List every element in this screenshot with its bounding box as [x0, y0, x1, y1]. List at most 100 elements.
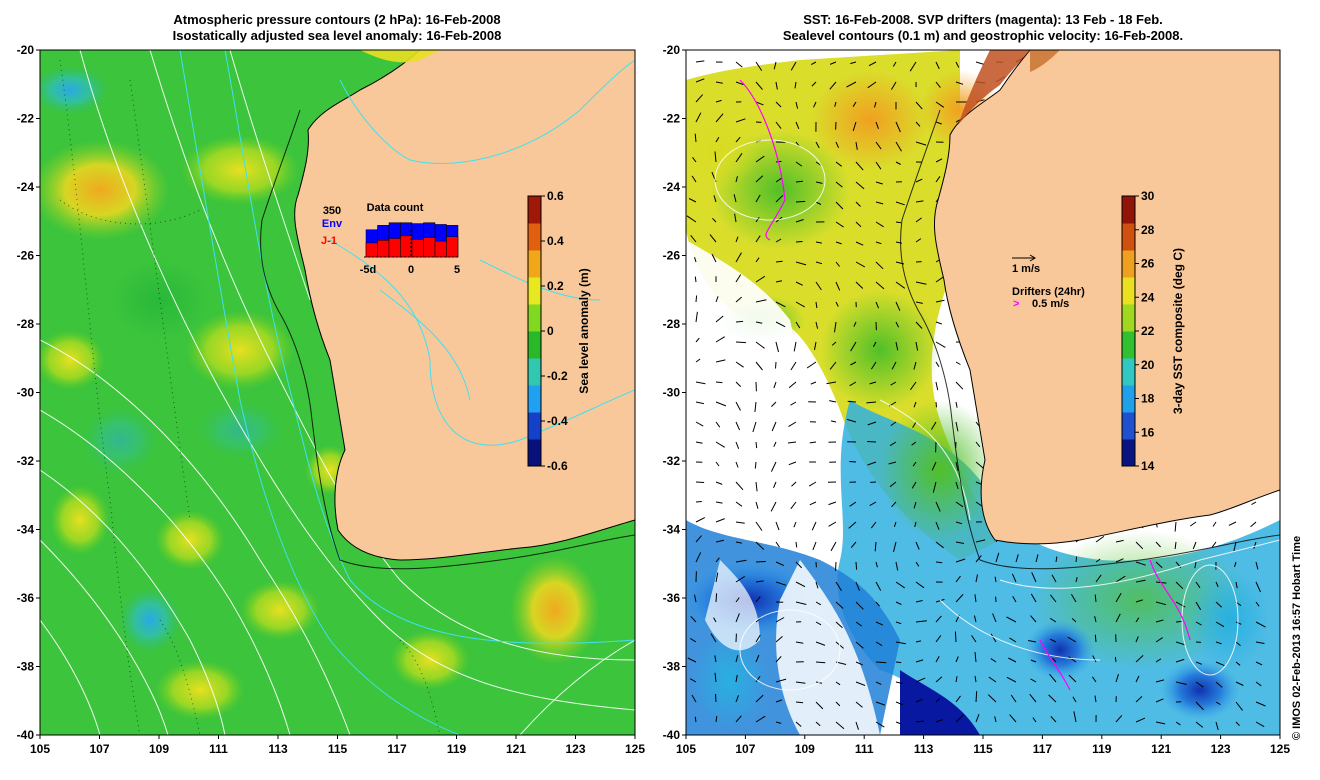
velocity-arrow [735, 296, 742, 303]
velocity-arrow [975, 714, 980, 723]
velocity-arrow [795, 321, 801, 329]
velocity-arrow [835, 601, 844, 609]
right-colorbar-tick-label: 18 [1141, 392, 1155, 406]
velocity-arrow [826, 381, 837, 385]
velocity-arrow [808, 481, 817, 487]
velocity-arrow [1211, 541, 1217, 548]
right-land [933, 50, 1280, 545]
velocity-arrow [795, 641, 804, 644]
velocity-arrow [735, 401, 741, 411]
velocity-arrow [855, 681, 866, 686]
velocity-arrow [1075, 556, 1078, 563]
velocity-arrow [793, 521, 797, 528]
left-xtick-label: 115 [328, 742, 348, 756]
velocity-arrow [875, 581, 882, 591]
right-colorbar-tick-label: 16 [1141, 425, 1155, 439]
velocity-arrow [828, 521, 837, 527]
velocity-arrow [875, 641, 883, 647]
left-colorbar-segment [528, 277, 541, 305]
velocity-arrow [735, 274, 742, 283]
velocity-arrow [875, 281, 885, 290]
right-xtick-label: 107 [735, 742, 755, 756]
velocity-arrow [935, 381, 939, 391]
velocity-arrow [834, 101, 837, 107]
velocity-arrow [849, 461, 857, 463]
velocity-arrow [1195, 681, 1204, 688]
velocity-arrow [715, 539, 725, 543]
velocity-arrow [994, 716, 997, 723]
drifter-legend-title: Drifters (24hr) [1012, 286, 1085, 298]
velocity-arrow [755, 155, 765, 163]
velocity-arrow [895, 301, 901, 311]
velocity-arrow [1215, 621, 1225, 628]
velocity-arrow [990, 633, 997, 643]
velocity-arrow [686, 215, 697, 223]
velocity-arrow [735, 461, 739, 468]
right-colorbar-tick-label: 26 [1141, 257, 1155, 271]
velocity-arrow [1175, 641, 1185, 646]
velocity-arrow [1032, 717, 1037, 723]
velocity-arrow [770, 501, 777, 512]
velocity-arrow [895, 581, 905, 589]
velocity-arrow [1195, 701, 1204, 711]
velocity-arrow [866, 401, 877, 404]
left-axes: 105 107 109 111 113 115 117 119 121 123 125 -20 -22 -… [17, 43, 646, 756]
right-colorbar-segment [1122, 331, 1135, 359]
velocity-arrow [935, 341, 946, 348]
velocity-arrow [695, 481, 705, 483]
velocity-arrow [695, 381, 706, 385]
velocity-arrow [1228, 521, 1237, 526]
velocity-arrow [811, 521, 817, 531]
velocity-arrow [695, 60, 705, 63]
velocity-arrow [990, 658, 997, 663]
velocity-arrow [1115, 613, 1121, 623]
velocity-arrow [795, 541, 798, 548]
velocity-arrow [994, 576, 997, 583]
velocity-arrow [915, 121, 921, 127]
velocity-arrow [775, 238, 782, 243]
velocity-arrow [1175, 601, 1186, 608]
right-colorbar-segment [1122, 439, 1135, 467]
velocity-arrow [715, 381, 723, 384]
velocity-arrow [815, 641, 826, 646]
velocity-arrow [1155, 679, 1165, 683]
velocity-arrow [715, 461, 720, 467]
velocity-arrow [895, 161, 901, 165]
inset-xtick-end: 5 [454, 264, 460, 276]
velocity-arrow [893, 541, 897, 553]
velocity-arrow [755, 341, 765, 349]
velocity-arrow [889, 441, 897, 447]
velocity-arrow [915, 698, 923, 703]
velocity-arrow [855, 561, 858, 570]
velocity-arrow [713, 195, 717, 203]
right-xtick-label: 125 [1270, 742, 1290, 756]
velocity-arrow [755, 194, 761, 203]
right-colorbar-segment [1122, 250, 1135, 278]
velocity-arrow [735, 341, 746, 344]
velocity-arrow [955, 481, 959, 490]
right-colorbar-segment [1122, 277, 1135, 305]
velocity-arrow [795, 241, 803, 243]
velocity-arrow [935, 698, 941, 703]
velocity-arrow [775, 101, 782, 108]
velocity-arrow [1190, 521, 1197, 527]
velocity-arrow [1174, 521, 1177, 532]
right-ytick-label: -20 [663, 43, 681, 57]
velocity-arrow [1115, 592, 1122, 603]
velocity-arrow [915, 281, 927, 285]
velocity-arrow [695, 358, 701, 363]
velocity-arrow [1115, 539, 1124, 543]
velocity-arrow [695, 441, 703, 444]
velocity-arrow [1194, 561, 1197, 569]
velocity-arrow [735, 153, 743, 163]
velocity-arrow [846, 418, 857, 423]
velocity-arrow [1012, 595, 1017, 603]
left-colorbar-tick-label: 0.2 [547, 279, 564, 293]
velocity-arrow [895, 341, 899, 351]
velocity-arrow [932, 481, 937, 493]
velocity-arrow [1195, 661, 1202, 665]
velocity-arrow [775, 699, 783, 703]
velocity-arrow [912, 421, 917, 428]
velocity-arrow [891, 501, 897, 508]
velocity-arrow [828, 501, 837, 506]
